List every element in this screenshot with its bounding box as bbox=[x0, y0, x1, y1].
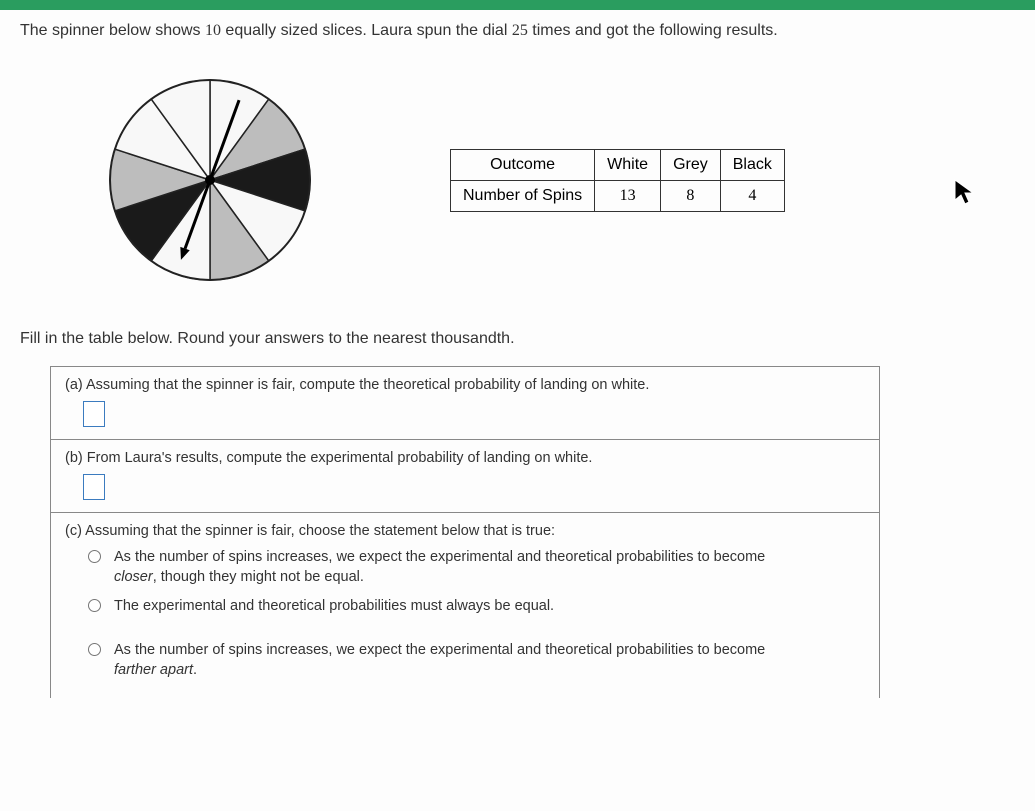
cell-grey-value: 8 bbox=[661, 180, 721, 211]
outcome-table-wrap: Outcome White Grey Black Number of Spins… bbox=[450, 149, 785, 212]
table-row: Outcome White Grey Black bbox=[451, 149, 785, 180]
answer-input-b[interactable] bbox=[83, 474, 105, 500]
slice-count: 10 bbox=[205, 22, 221, 39]
answer-table: (a) Assuming that the spinner is fair, c… bbox=[50, 366, 880, 698]
option-1-text-a: As the number of spins increases, we exp… bbox=[114, 549, 765, 565]
option-3-label: As the number of spins increases, we exp… bbox=[114, 640, 783, 681]
cell-white-value: 13 bbox=[595, 180, 661, 211]
part-c-cell: (c) Assuming that the spinner is fair, c… bbox=[51, 513, 880, 699]
option-3-text-a: As the number of spins increases, we exp… bbox=[114, 642, 765, 658]
content-area: The spinner below shows 10 equally sized… bbox=[0, 10, 1035, 811]
part-a-label: (a) bbox=[65, 377, 83, 393]
cell-black-header: Black bbox=[720, 149, 784, 180]
instruction-text: Fill in the table below. Round your answ… bbox=[20, 330, 1015, 348]
cell-spins-label: Number of Spins bbox=[451, 180, 595, 211]
outcome-table: Outcome White Grey Black Number of Spins… bbox=[450, 149, 785, 212]
cell-grey-header: Grey bbox=[661, 149, 721, 180]
option-1-row[interactable]: As the number of spins increases, we exp… bbox=[83, 547, 783, 588]
option-3-text-b: . bbox=[193, 662, 197, 678]
problem-suffix: times and got the following results. bbox=[528, 22, 778, 39]
part-b-cell: (b) From Laura's results, compute the ex… bbox=[51, 440, 880, 513]
spin-count: 25 bbox=[512, 22, 528, 39]
table-row: Number of Spins 13 8 4 bbox=[451, 180, 785, 211]
option-3-row[interactable]: As the number of spins increases, we exp… bbox=[83, 640, 783, 681]
part-a-text: Assuming that the spinner is fair, compu… bbox=[86, 377, 649, 393]
spinner-diagram bbox=[100, 70, 320, 290]
top-green-bar bbox=[0, 0, 1035, 10]
part-b-text: From Laura's results, compute the experi… bbox=[87, 450, 593, 466]
option-2-label: The experimental and theoretical probabi… bbox=[114, 596, 554, 616]
option-1-text-b: , though they might not be equal. bbox=[153, 569, 364, 585]
part-b-label: (b) bbox=[65, 450, 83, 466]
option-1-text-i: closer bbox=[114, 569, 153, 585]
answer-input-a[interactable] bbox=[83, 401, 105, 427]
cell-black-value: 4 bbox=[720, 180, 784, 211]
option-2-radio[interactable] bbox=[88, 599, 101, 612]
problem-mid: equally sized slices. Laura spun the dia… bbox=[221, 22, 512, 39]
problem-statement: The spinner below shows 10 equally sized… bbox=[20, 22, 1015, 40]
option-2-row[interactable]: The experimental and theoretical probabi… bbox=[83, 596, 783, 616]
figure-row: Outcome White Grey Black Number of Spins… bbox=[100, 70, 1015, 290]
cell-outcome-header: Outcome bbox=[451, 149, 595, 180]
option-1-label: As the number of spins increases, we exp… bbox=[114, 547, 783, 588]
spinner-svg bbox=[100, 70, 320, 290]
option-3-text-i: farther apart bbox=[114, 662, 193, 678]
cell-white-header: White bbox=[595, 149, 661, 180]
option-1-radio[interactable] bbox=[88, 550, 101, 563]
part-c-label: (c) bbox=[65, 523, 82, 539]
option-3-radio[interactable] bbox=[88, 643, 101, 656]
part-c-text: Assuming that the spinner is fair, choos… bbox=[85, 523, 555, 539]
part-a-cell: (a) Assuming that the spinner is fair, c… bbox=[51, 367, 880, 440]
problem-prefix: The spinner below shows bbox=[20, 22, 205, 39]
mouse-cursor-icon bbox=[953, 178, 975, 213]
